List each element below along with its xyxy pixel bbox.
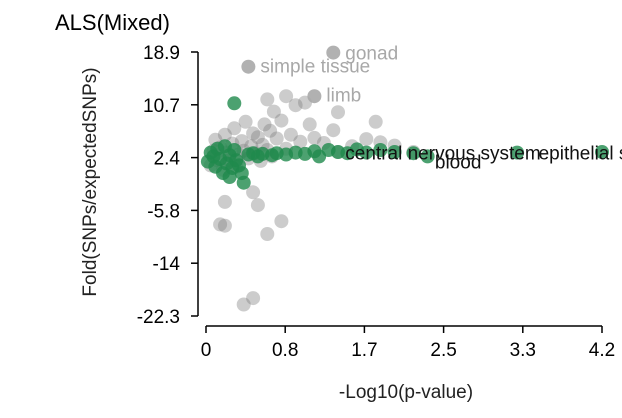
labeled-point	[326, 45, 341, 60]
nonsignificant-point	[274, 214, 289, 229]
nonsignificant-point	[246, 291, 261, 306]
axes	[197, 52, 602, 327]
significant-point	[227, 96, 242, 111]
annotation-label: gonad	[345, 44, 398, 65]
y-tick-label: 2.4	[154, 149, 181, 170]
nonsignificant-point	[217, 127, 232, 142]
x-axis-title: -Log10(p-value)	[339, 382, 473, 403]
nonsignificant-point	[293, 134, 308, 149]
x-tick-label: 0	[201, 340, 212, 361]
significant-point	[406, 146, 421, 161]
x-tick-label: 3.3	[510, 340, 536, 361]
nonsignificant-point	[213, 217, 228, 232]
y-tick-label: 10.7	[143, 96, 180, 117]
nonsignificant-point	[250, 130, 265, 145]
nonsignificant-point	[238, 114, 253, 129]
significant-point	[222, 170, 237, 184]
nonsignificant-point	[246, 185, 261, 200]
nonsignificant-point	[260, 92, 275, 107]
nonsignificant-point	[283, 127, 298, 142]
x-ticks: 0 0.8 1.7 2.5 3.3 4.2	[201, 326, 615, 361]
significant-point	[387, 145, 402, 159]
significant-point	[373, 143, 388, 157]
significant-point	[510, 145, 525, 160]
nonsignificant-point	[368, 114, 383, 129]
x-tick-label: 1.7	[351, 340, 377, 361]
significant-point	[359, 145, 374, 160]
nonsignificant-point	[250, 198, 265, 213]
y-tick-label: -14	[153, 254, 181, 275]
nonsignificant-point	[288, 98, 303, 113]
significant-point	[236, 175, 251, 190]
annotation-label: simple tissue	[260, 57, 370, 78]
nonsignificant-point	[263, 123, 278, 138]
labeled-point	[307, 89, 322, 104]
nonsignificant-point	[217, 194, 232, 209]
y-tick-label: -5.8	[147, 201, 180, 222]
nonsignificant-point	[217, 218, 232, 233]
annotation-label: epithelial structure	[539, 144, 622, 165]
annotation-label: limb	[326, 85, 361, 106]
y-tick-label: 18.9	[143, 43, 180, 64]
nonsignificant-point	[274, 113, 289, 128]
x-tick-label: 2.5	[430, 340, 456, 361]
nonsignificant-point	[279, 89, 294, 104]
annotation-label: blood	[435, 153, 482, 174]
nonsignificant-point	[359, 132, 374, 147]
nonsignificant-point	[266, 104, 281, 119]
y-tick-label: -22.3	[137, 307, 180, 328]
annotation-label: central nervous system	[345, 144, 540, 165]
nonsignificant-point	[269, 131, 284, 146]
nonsignificant-point	[307, 130, 322, 145]
significant-points	[200, 96, 609, 190]
nonsignificant-point	[302, 117, 317, 132]
significant-point	[420, 149, 435, 164]
y-axis-title: Fold(SNPs/expectedSNPs)	[80, 67, 101, 296]
nonsignificant-point	[227, 121, 242, 136]
x-tick-label: 4.2	[589, 340, 615, 361]
x-tick-label: 0.8	[272, 340, 298, 361]
nonsignificant-point	[236, 297, 251, 312]
y-ticks: 18.9 10.7 2.4 -5.8 -14 -22.3	[137, 43, 198, 328]
significant-point	[595, 145, 609, 159]
nonsignificant-point	[246, 126, 261, 141]
nonsignificant-point	[260, 227, 275, 241]
nonsignificant-point	[331, 105, 345, 120]
nonsignificant-point	[257, 117, 272, 132]
labeled-point	[241, 59, 256, 74]
nonsignificant-point	[326, 123, 341, 138]
chart-title: ALS(Mixed)	[55, 10, 170, 35]
